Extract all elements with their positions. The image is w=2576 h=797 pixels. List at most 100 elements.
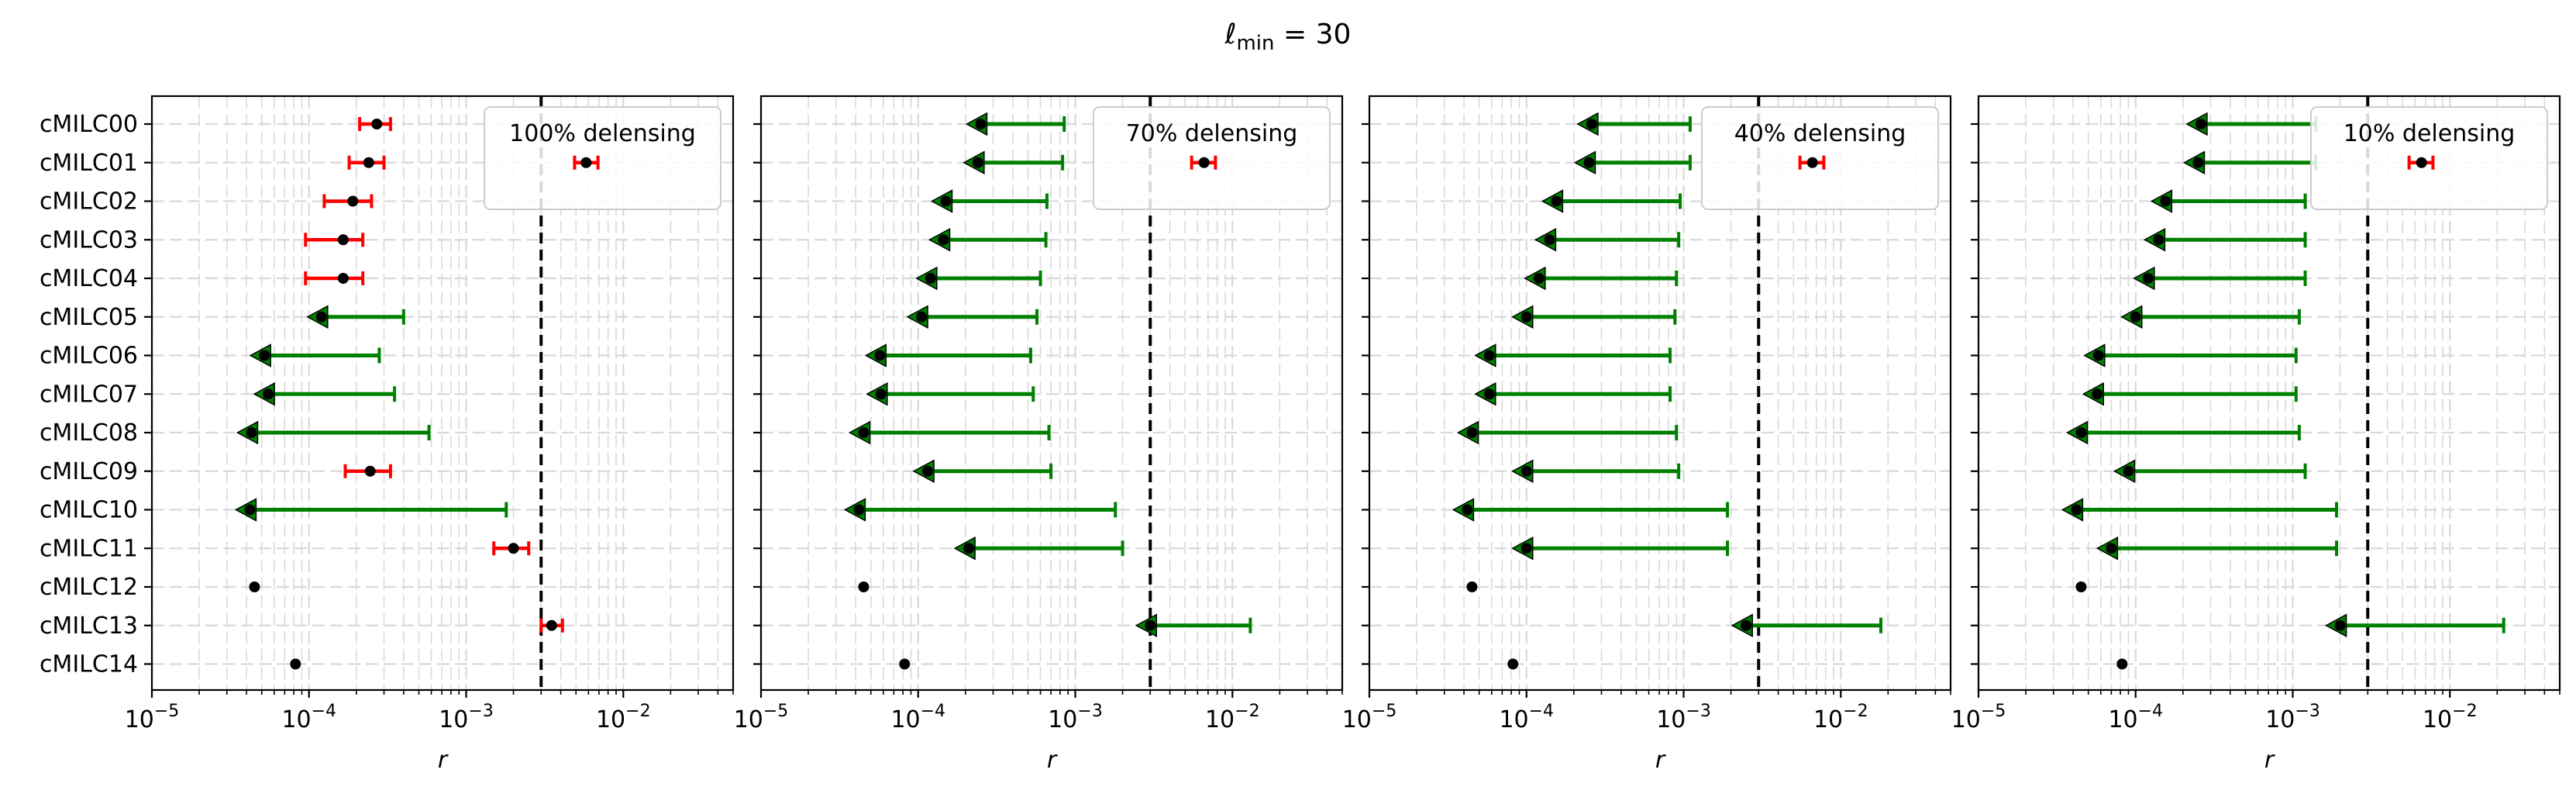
data-row-cMILC07 bbox=[866, 381, 1035, 406]
data-row-cMILC03 bbox=[1534, 227, 1681, 252]
x-tick-base: 10 bbox=[734, 706, 763, 733]
data-point bbox=[2092, 350, 2104, 361]
axes-frame bbox=[1977, 95, 2561, 692]
x-tick-exponent: −4 bbox=[312, 702, 336, 721]
x-tick-label: 10−5 bbox=[734, 702, 789, 733]
data-row-cMILC08 bbox=[2065, 420, 2301, 445]
x-tick-label: 10−2 bbox=[2423, 702, 2478, 733]
data-row-cMILC07 bbox=[2082, 381, 2298, 406]
data-row-cMILC14 bbox=[1507, 658, 1519, 670]
data-point bbox=[244, 504, 256, 516]
data-row-cMILC02 bbox=[322, 194, 374, 209]
y-tick-label: cMILC04 bbox=[40, 265, 138, 292]
data-row-cMILC00 bbox=[1576, 112, 1692, 136]
data-row-cMILC04 bbox=[1524, 266, 1679, 291]
x-tick-label: 10−4 bbox=[890, 702, 945, 733]
data-point bbox=[858, 581, 870, 592]
y-tick-label: cMILC10 bbox=[40, 497, 138, 524]
legend-box bbox=[2310, 106, 2548, 210]
x-tick-base: 10 bbox=[890, 706, 920, 733]
data-point bbox=[337, 273, 349, 284]
data-row-cMILC01 bbox=[347, 155, 386, 170]
legend-text: 10% delensing bbox=[2344, 120, 2516, 147]
data-point bbox=[1520, 311, 1532, 323]
data-row-cMILC11 bbox=[492, 541, 531, 556]
data-point bbox=[1520, 543, 1532, 554]
data-row-cMILC13 bbox=[1135, 613, 1252, 638]
data-row-cMILC04 bbox=[304, 271, 365, 285]
x-tick-exponent: −5 bbox=[1981, 702, 2006, 721]
x-tick-exponent: −4 bbox=[2138, 702, 2163, 721]
data-row-cMILC04 bbox=[2133, 266, 2307, 291]
x-tick-label: 10−5 bbox=[125, 702, 180, 733]
data-row-cMILC14 bbox=[290, 658, 301, 670]
data-point bbox=[2123, 465, 2134, 477]
y-axis bbox=[1362, 122, 1369, 665]
x-tick-label: 10−4 bbox=[281, 702, 336, 733]
data-point bbox=[853, 504, 865, 516]
data-point bbox=[2142, 273, 2154, 284]
data-row-cMILC09 bbox=[343, 464, 392, 478]
x-tick-label: 10−4 bbox=[1499, 702, 1554, 733]
data-point bbox=[2160, 195, 2171, 207]
data-row-cMILC11 bbox=[1511, 536, 1730, 561]
data-row-cMILC10 bbox=[234, 498, 508, 522]
legend-marker bbox=[1190, 155, 1217, 170]
data-row-cMILC05 bbox=[2120, 305, 2301, 329]
x-tick-label: 10−3 bbox=[439, 702, 494, 733]
x-axis: 10−5 10−4 10−3 10−2r bbox=[1951, 690, 2561, 774]
data-row-cMILC05 bbox=[906, 305, 1039, 329]
x-tick-base: 10 bbox=[125, 706, 154, 733]
data-point bbox=[249, 581, 260, 592]
data-row-cMILC10 bbox=[843, 498, 1118, 522]
x-tick-base: 10 bbox=[439, 706, 468, 733]
panels: 100% delensing 10−5 10−4 10−3 10−2r cMILC00 cM… bbox=[40, 95, 2561, 774]
x-tick-base: 10 bbox=[1499, 706, 1528, 733]
data-row-cMILC09 bbox=[2113, 459, 2307, 484]
data-point bbox=[1551, 195, 1562, 207]
data-row-cMILC06 bbox=[1474, 343, 1672, 367]
data-point bbox=[972, 157, 983, 168]
legend-marker bbox=[1798, 155, 1826, 170]
data-point bbox=[580, 157, 592, 168]
data-row-cMILC01 bbox=[2182, 150, 2318, 175]
data-point bbox=[546, 619, 557, 631]
y-axis bbox=[1971, 122, 1978, 665]
data-point bbox=[2071, 504, 2082, 516]
x-tick-label: 10−2 bbox=[1205, 702, 1260, 733]
data-point bbox=[347, 195, 359, 207]
data-point bbox=[1466, 427, 1478, 438]
data-point bbox=[259, 350, 270, 361]
data-point bbox=[2106, 543, 2117, 554]
data-point bbox=[2334, 619, 2346, 631]
x-axis: 10−5 10−4 10−3 10−2r bbox=[1342, 690, 1951, 774]
data-point bbox=[1533, 273, 1545, 284]
data-row-cMILC14 bbox=[2116, 658, 2128, 670]
y-tick-label: cMILC00 bbox=[40, 111, 138, 138]
legend-box bbox=[484, 106, 721, 210]
y-tick-label: cMILC06 bbox=[40, 343, 138, 370]
data-row-cMILC04 bbox=[915, 266, 1042, 291]
data-row-cMILC14 bbox=[899, 658, 911, 670]
data-point bbox=[963, 543, 975, 554]
data-row-cMILC06 bbox=[2083, 343, 2298, 367]
data-point bbox=[364, 465, 376, 477]
data-row-cMILC08 bbox=[236, 420, 431, 445]
data-point bbox=[2130, 311, 2141, 323]
data-point bbox=[940, 195, 952, 207]
data-point bbox=[1483, 350, 1495, 361]
data-row-cMILC07 bbox=[1474, 381, 1672, 406]
data-row-cMILC03 bbox=[304, 233, 365, 247]
x-tick-base: 10 bbox=[1813, 706, 1843, 733]
legend-text: 100% delensing bbox=[509, 120, 696, 147]
data-row-cMILC05 bbox=[1511, 305, 1677, 329]
legend: 40% delensing bbox=[1701, 106, 1939, 210]
y-axis bbox=[753, 122, 761, 665]
x-tick-label: 10−5 bbox=[1951, 702, 2006, 733]
data-point bbox=[2075, 581, 2087, 592]
x-tick-exponent: −2 bbox=[625, 702, 650, 721]
data-row-cMILC02 bbox=[930, 189, 1049, 213]
data-point bbox=[938, 234, 949, 246]
suptitle-subscript: min bbox=[1236, 32, 1274, 55]
